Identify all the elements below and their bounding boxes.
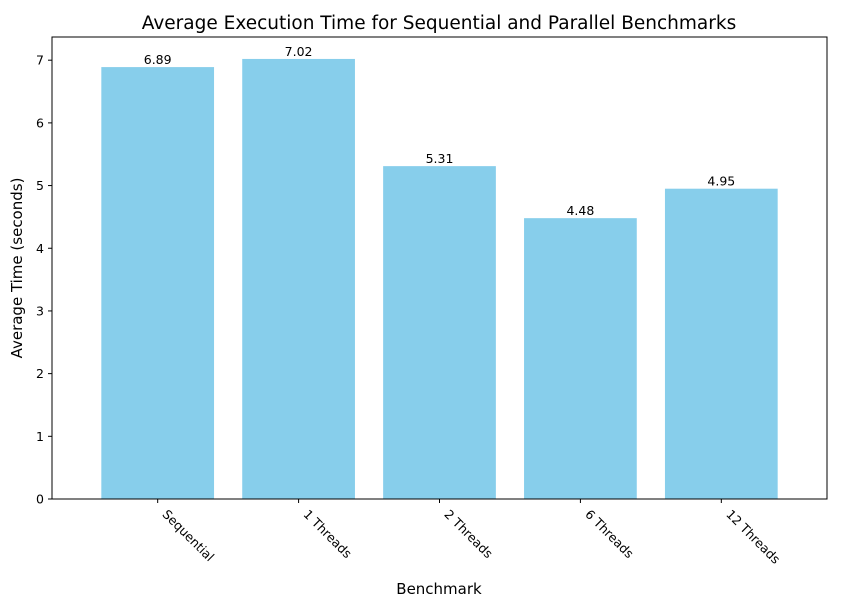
- bar-value-label-5: 4.95: [707, 174, 735, 189]
- x-tick-label-2: 1 Threads: [300, 507, 355, 562]
- y-axis-label: Average Time (seconds): [8, 178, 26, 359]
- bar-value-label-4: 4.48: [566, 203, 594, 218]
- x-tick-label-5: 12 Threads: [723, 507, 783, 567]
- bar-value-label-3: 5.31: [426, 151, 454, 166]
- bar-5: [664, 188, 778, 500]
- y-tick-label-2: 2: [36, 366, 44, 381]
- y-tick-label-6: 6: [36, 115, 44, 130]
- plot-area: 6.89 7.02 5.31 4.48 4.95 0 1 2 3 4 5 6 7 Sequential 1 …: [36, 36, 828, 567]
- y-tick-label-7: 7: [36, 53, 44, 68]
- x-axis-label: Benchmark: [396, 580, 482, 598]
- x-tick-label-3: 2 Threads: [441, 507, 496, 562]
- y-tick-label-0: 0: [36, 492, 44, 507]
- y-tick-label-5: 5: [36, 178, 44, 193]
- bar-4: [524, 218, 637, 499]
- bar-3: [383, 166, 496, 499]
- chart-title: Average Execution Time for Sequential an…: [142, 13, 736, 34]
- x-tick-label-1: Sequential: [160, 507, 218, 565]
- bar-value-label-1: 6.89: [144, 52, 172, 67]
- bar-1: [101, 67, 215, 500]
- bar-2: [242, 58, 355, 499]
- y-tick-label-3: 3: [36, 303, 44, 318]
- bar-value-label-2: 7.02: [285, 44, 313, 59]
- x-tick-label-4: 6 Threads: [582, 507, 637, 562]
- y-tick-label-4: 4: [36, 241, 44, 256]
- y-tick-label-1: 1: [36, 429, 44, 444]
